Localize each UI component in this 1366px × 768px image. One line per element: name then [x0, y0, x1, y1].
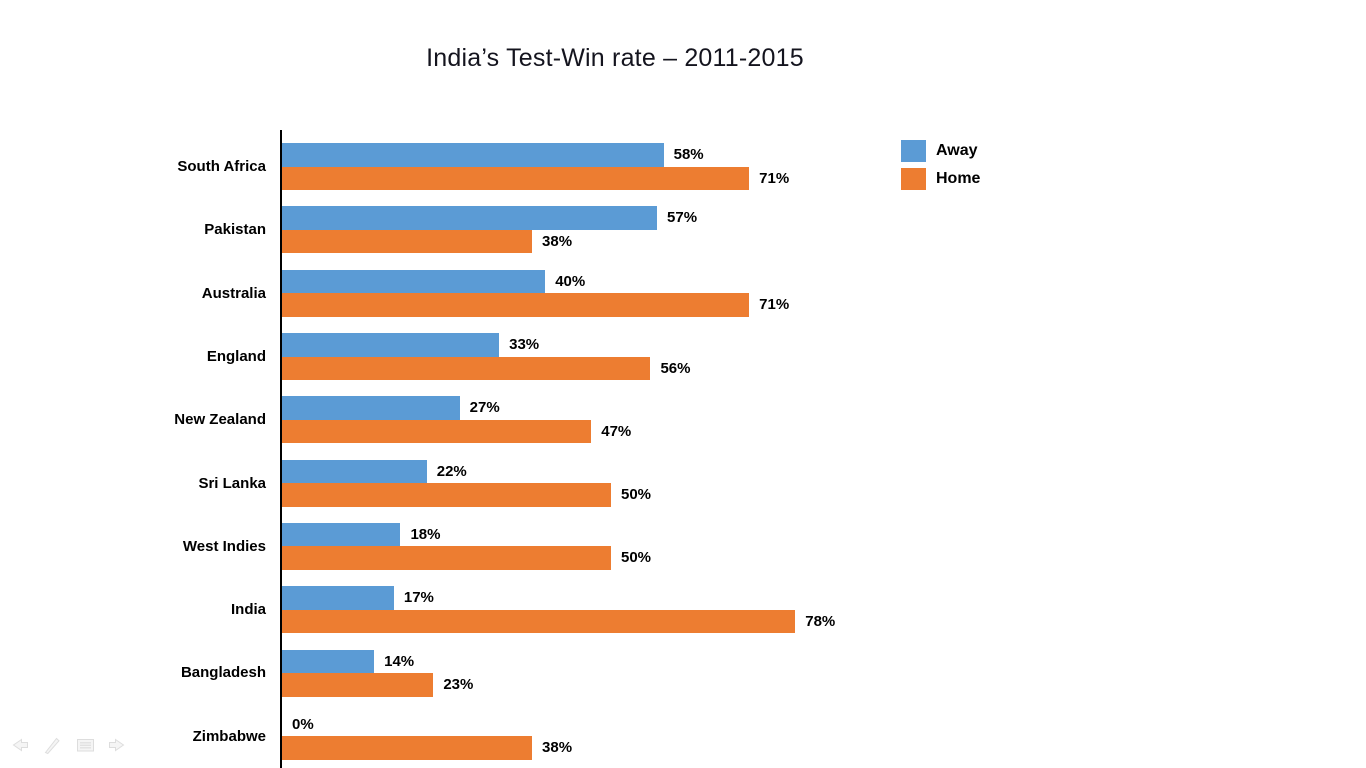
- chart-row: England 33% 56%: [0, 325, 1366, 388]
- home-bar: [282, 356, 651, 381]
- away-value-label: 0%: [292, 715, 314, 733]
- category-label: Australia: [201, 284, 266, 302]
- home-value-label: 23%: [443, 676, 474, 694]
- away-value-label: 18%: [410, 525, 441, 543]
- category-label: Sri Lanka: [198, 474, 266, 492]
- chart-row: Pakistan 57% 38%: [0, 198, 1366, 261]
- legend-item-home: Home: [901, 168, 980, 190]
- home-bar: [282, 293, 750, 317]
- category-label: West Indies: [182, 537, 266, 555]
- home-value-label: 38%: [542, 739, 573, 757]
- chart-row: Zimbabwe 0% 38%: [0, 705, 1366, 768]
- home-value-label: 50%: [621, 486, 652, 504]
- chart-row: South Africa 58% 71%: [0, 135, 1366, 198]
- away-value-label: 40%: [555, 272, 586, 290]
- home-value-label: 56%: [660, 359, 691, 377]
- away-value-label: 27%: [469, 399, 500, 417]
- category-label: Zimbabwe: [192, 727, 266, 745]
- chart-row: Bangladesh 14% 23%: [0, 641, 1366, 704]
- home-value-label: 50%: [621, 549, 652, 567]
- next-slide-button[interactable]: [107, 734, 129, 756]
- category-label: South Africa: [177, 158, 266, 175]
- previous-slide-button[interactable]: [8, 734, 30, 756]
- legend-label-away: Away: [936, 142, 978, 159]
- chart-row: West Indies 18% 50%: [0, 515, 1366, 578]
- home-bar: [282, 609, 796, 634]
- home-value-label: 38%: [542, 232, 573, 250]
- home-bar: [282, 229, 533, 254]
- slide-navigator-icon: [74, 739, 96, 759]
- away-value-label: 22%: [436, 462, 467, 480]
- home-bar: [282, 736, 533, 760]
- away-bar: [282, 143, 664, 167]
- chart-title: India’s Test-Win rate – 2011-2015: [426, 44, 804, 72]
- away-bar: [282, 333, 500, 357]
- slide-navigator-button[interactable]: [74, 734, 96, 756]
- away-bar: [282, 649, 375, 674]
- home-bar: [282, 419, 592, 444]
- home-bar: [282, 546, 611, 570]
- legend-swatch-away: [901, 140, 926, 162]
- away-value-label: 14%: [384, 652, 415, 670]
- legend-swatch-home: [901, 168, 926, 190]
- category-label: England: [206, 347, 266, 365]
- chart-row: India 17% 78%: [0, 578, 1366, 641]
- home-bar: [282, 483, 611, 507]
- away-bar: [282, 206, 658, 230]
- chart-row: Sri Lanka 22% 50%: [0, 452, 1366, 515]
- pen-icon: [41, 737, 63, 759]
- category-label: Pakistan: [204, 221, 266, 239]
- next-slide-arrow-icon: [107, 738, 129, 759]
- home-bar: [282, 166, 750, 191]
- away-value-label: 57%: [667, 209, 698, 227]
- legend-label-home: Home: [936, 170, 981, 187]
- legend-item-away: Away: [901, 140, 980, 162]
- away-value-label: 17%: [403, 589, 434, 607]
- away-bar: [282, 396, 460, 420]
- pen-tool-button[interactable]: [41, 734, 63, 756]
- home-value-label: 47%: [601, 422, 632, 440]
- away-value-label: 58%: [673, 146, 704, 164]
- away-bar: [282, 459, 427, 484]
- home-value-label: 71%: [759, 169, 790, 187]
- chart-row: New Zealand 27% 47%: [0, 388, 1366, 451]
- legend: Away Home: [901, 140, 980, 196]
- category-label: India: [230, 601, 266, 619]
- away-value-label: 33%: [509, 336, 540, 354]
- home-bar: [282, 673, 434, 697]
- chart-row: Australia 40% 71%: [0, 262, 1366, 325]
- away-bar: [282, 586, 394, 610]
- home-value-label: 71%: [759, 296, 790, 314]
- presenter-toolbar: [8, 734, 129, 756]
- away-bar: [282, 269, 546, 294]
- home-value-label: 78%: [805, 612, 836, 630]
- category-label: Bangladesh: [180, 664, 266, 682]
- category-label: New Zealand: [174, 411, 266, 429]
- away-bar: [282, 522, 401, 547]
- category-axis-line: [280, 130, 282, 768]
- previous-slide-arrow-icon: [8, 738, 30, 759]
